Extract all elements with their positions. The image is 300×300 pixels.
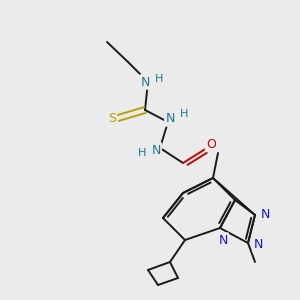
Text: S: S xyxy=(108,112,116,124)
Text: N: N xyxy=(151,143,161,157)
Text: N: N xyxy=(140,76,150,88)
Text: H: H xyxy=(138,148,146,158)
Text: N: N xyxy=(218,233,228,247)
Text: H: H xyxy=(155,74,163,84)
Text: H: H xyxy=(180,109,188,119)
Text: O: O xyxy=(206,137,216,151)
Text: N: N xyxy=(253,238,263,251)
Text: N: N xyxy=(260,208,270,221)
Text: N: N xyxy=(165,112,175,125)
